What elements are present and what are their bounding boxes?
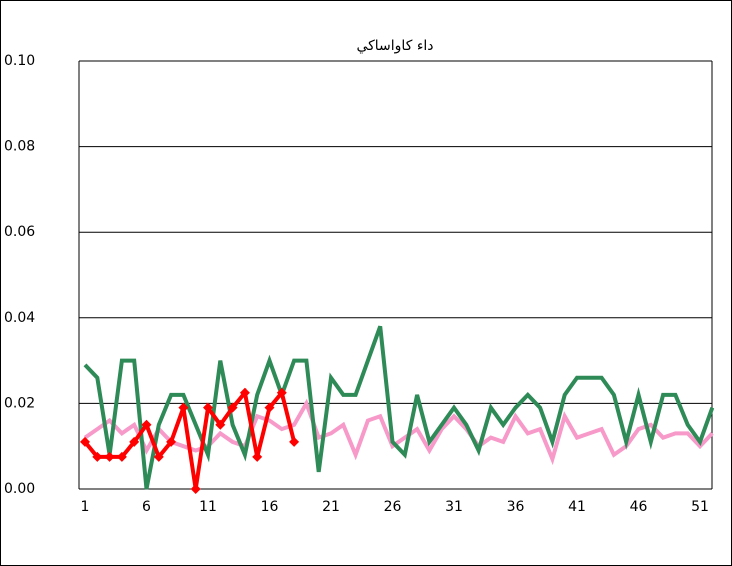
marker [166, 436, 177, 447]
x-tick-label: 46 [630, 499, 648, 515]
marker [141, 419, 152, 430]
chart-title: داء كاواساكي [356, 38, 433, 54]
marker [92, 451, 103, 462]
series-line [83, 325, 715, 490]
marker [190, 484, 201, 494]
marker [215, 419, 226, 430]
marker [116, 451, 127, 462]
marker [178, 402, 189, 413]
marker [104, 451, 115, 462]
y-tick-label: 0.04 [4, 310, 35, 326]
y-tick-label: 0.00 [4, 481, 35, 497]
y-tick-label: 0.10 [4, 53, 35, 69]
marker [153, 451, 164, 462]
marker [264, 402, 275, 413]
x-tick-label: 6 [142, 499, 151, 515]
x-tick-label: 31 [445, 499, 463, 515]
x-tick-label: 1 [81, 499, 90, 515]
marker [276, 387, 287, 398]
x-tick-label: 51 [691, 499, 709, 515]
marker [239, 387, 250, 398]
marker [252, 451, 263, 462]
x-tick-label: 11 [199, 499, 217, 515]
marker [129, 436, 140, 447]
y-tick-label: 0.08 [4, 139, 35, 155]
x-tick-label: 36 [507, 499, 525, 515]
marker [227, 402, 238, 413]
x-tick-label: 16 [261, 499, 279, 515]
x-tick-label: 21 [322, 499, 340, 515]
x-tick-label: 26 [384, 499, 402, 515]
marker [203, 402, 213, 413]
marker [80, 436, 90, 447]
x-tick-label: 41 [568, 499, 586, 515]
y-tick-label: 0.02 [4, 395, 35, 411]
marker [289, 436, 300, 447]
y-tick-label: 0.06 [4, 224, 35, 240]
